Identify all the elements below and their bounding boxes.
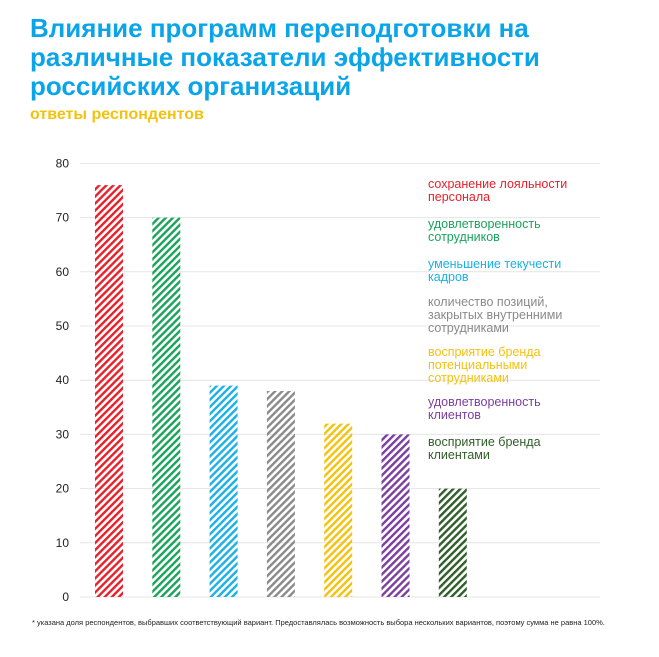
y-tick-label: 50 [56, 319, 70, 333]
legend-item: количество позиций, закрытых внутренними… [428, 295, 563, 335]
bar-4 [266, 391, 295, 597]
y-tick-label: 80 [56, 156, 70, 170]
legend-item: восприятие бренда клиентами [428, 435, 541, 462]
y-tick-label: 60 [56, 265, 70, 279]
chart-title: Влияние программ переподготовки на разли… [30, 13, 540, 101]
bar-6 [381, 434, 410, 597]
y-tick-label: 0 [62, 590, 69, 604]
legend-item: восприятие бренда потенциальными сотрудн… [428, 345, 541, 385]
y-axis-ticks: 0 10 20 30 40 50 60 70 80 [56, 156, 70, 604]
bars [95, 185, 467, 597]
legend-item: удовлетворенность сотрудников [428, 217, 541, 244]
y-tick-label: 40 [56, 373, 70, 387]
legend-item: удовлетворенность клиентов [428, 395, 541, 422]
y-tick-label: 70 [56, 211, 70, 225]
bar-1 [95, 185, 123, 597]
chart-subtitle: ответы респондентов [30, 106, 204, 123]
bar-2 [152, 217, 181, 597]
legend-item: уменьшение текучести кадров [428, 257, 562, 284]
bar-3 [209, 385, 238, 597]
footnote: * указана доля респондентов, выбравших с… [32, 618, 605, 627]
y-tick-label: 10 [56, 536, 70, 550]
y-tick-label: 20 [56, 482, 70, 496]
y-tick-label: 30 [56, 427, 70, 441]
legend-item: сохранение лояльности персонала [428, 177, 568, 204]
bar-5 [324, 423, 353, 597]
bar-7 [438, 488, 467, 597]
